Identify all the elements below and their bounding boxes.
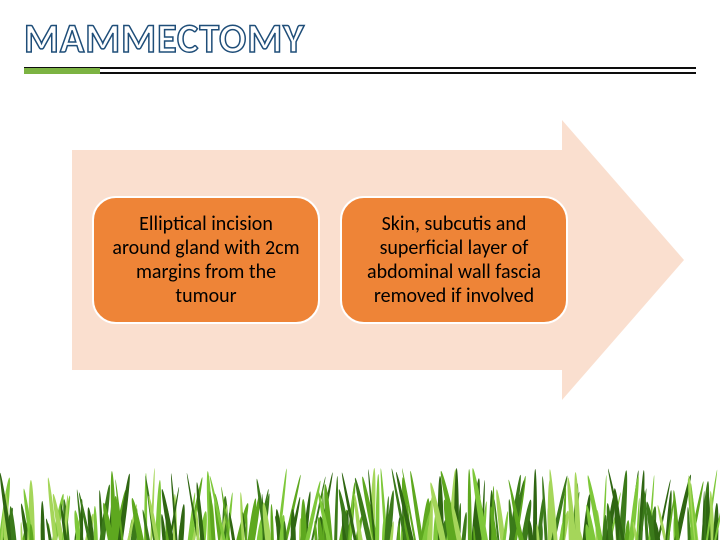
title-accent-bar: [24, 68, 100, 74]
step-box-1-text: Elliptical incision around gland with 2c…: [110, 212, 302, 308]
title-rule-top: [24, 67, 696, 69]
process-arrow: Elliptical incision around gland with 2c…: [72, 130, 684, 390]
arrow-head-icon: [562, 120, 684, 400]
page-title: MAMMECTOMY: [24, 14, 305, 63]
step-box-1: Elliptical incision around gland with 2c…: [92, 196, 320, 324]
step-box-2-text: Skin, subcutis and superficial layer of …: [358, 212, 550, 308]
grass-decoration: [0, 454, 720, 540]
slide: MAMMECTOMY Elliptical incision around gl…: [0, 0, 720, 540]
step-box-2: Skin, subcutis and superficial layer of …: [340, 196, 568, 324]
title-rule-bottom: [24, 72, 696, 74]
